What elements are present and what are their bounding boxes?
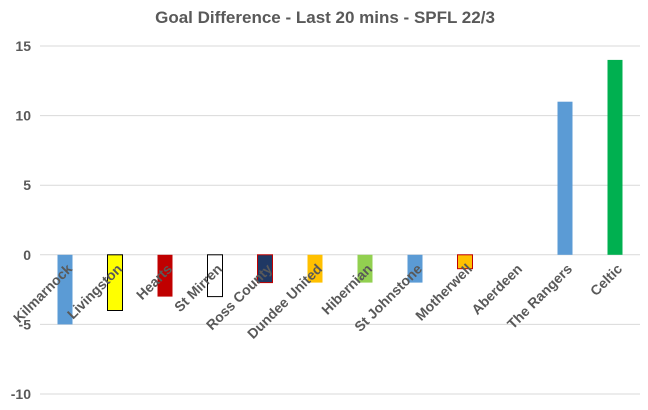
chart-title: Goal Difference - Last 20 mins - SPFL 22… <box>155 8 495 27</box>
y-tick-label: -10 <box>11 386 31 402</box>
y-tick-label: 15 <box>15 38 31 54</box>
y-tick-label: 10 <box>15 108 31 124</box>
bar <box>257 254 273 284</box>
y-axis: -10 -5 0 5 10 15 <box>11 38 31 402</box>
bar <box>157 254 173 297</box>
y-tick-label: 5 <box>23 177 31 193</box>
x-tick-label: Celtic <box>587 260 625 298</box>
bar <box>207 254 223 298</box>
bar <box>457 254 473 270</box>
bar <box>57 254 73 325</box>
bar <box>357 254 373 283</box>
bar <box>307 254 323 283</box>
gridlines <box>40 45 640 395</box>
y-tick-label: 0 <box>23 247 31 263</box>
y-tick-label: -5 <box>19 316 32 332</box>
bar <box>557 101 573 255</box>
bar <box>107 254 123 312</box>
bars <box>57 59 623 325</box>
bar <box>407 254 423 283</box>
bar <box>607 59 623 255</box>
